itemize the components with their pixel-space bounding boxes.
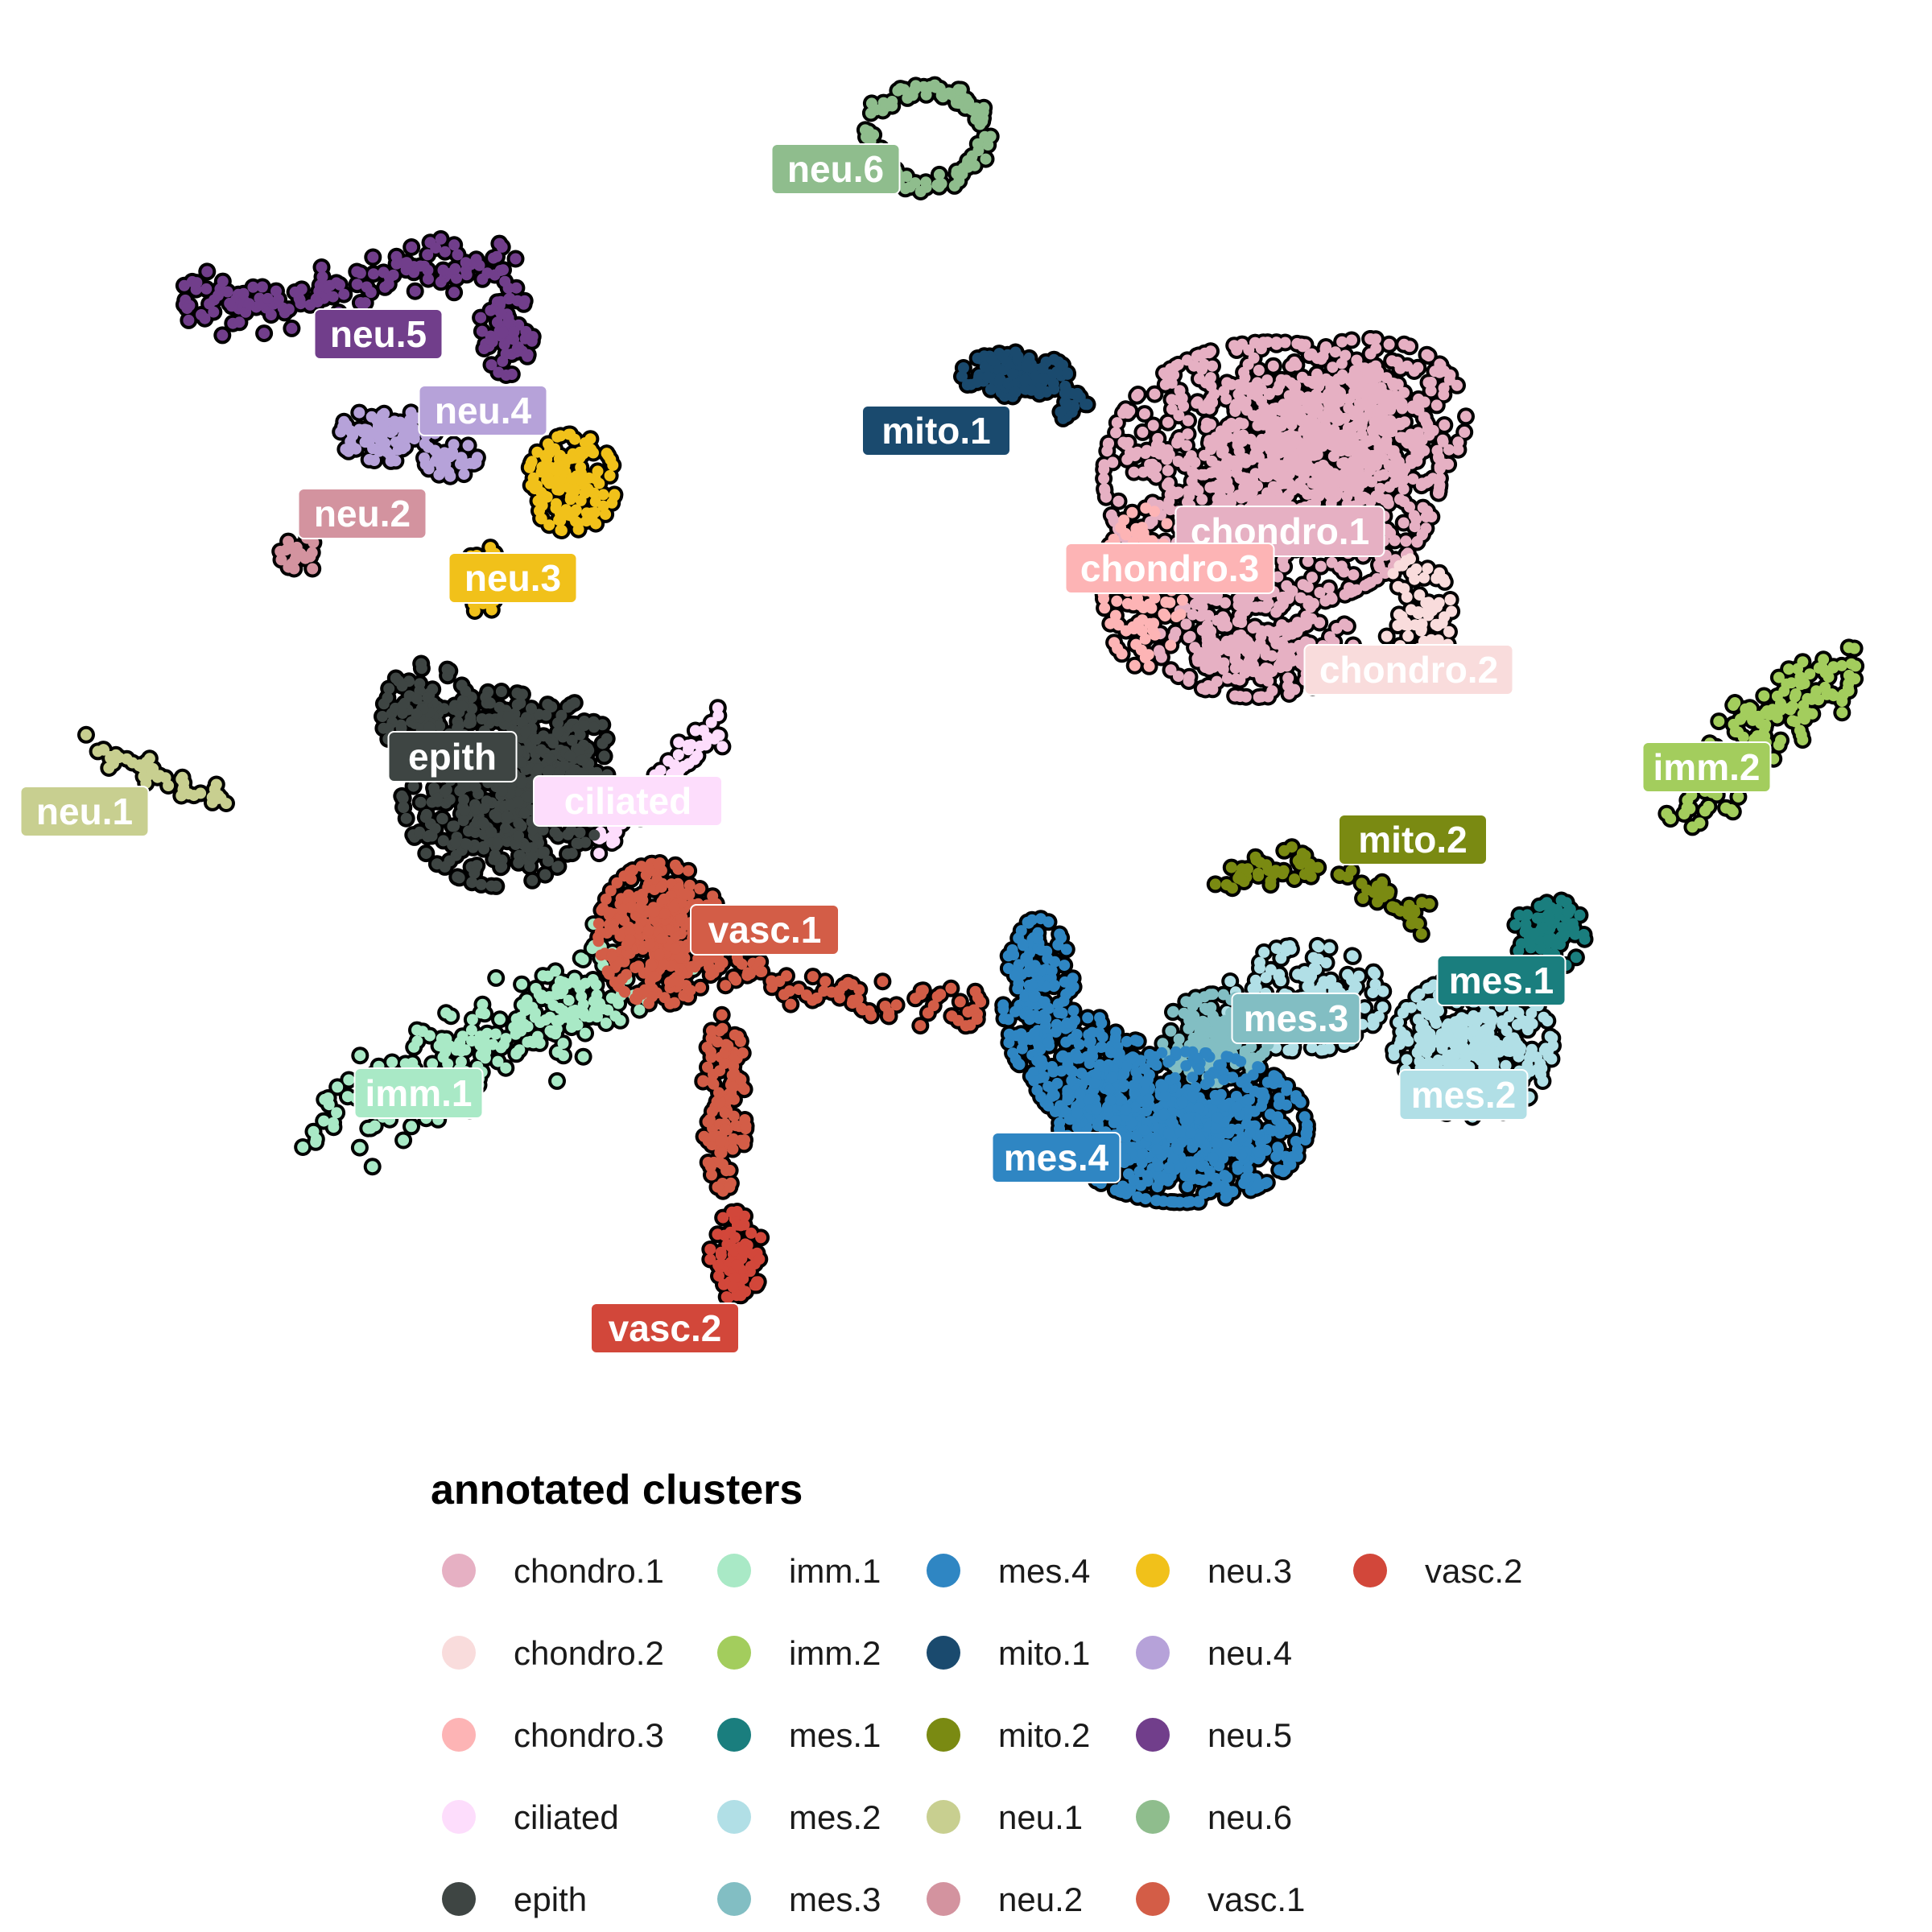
points-outline-layer: [77, 76, 1865, 1307]
